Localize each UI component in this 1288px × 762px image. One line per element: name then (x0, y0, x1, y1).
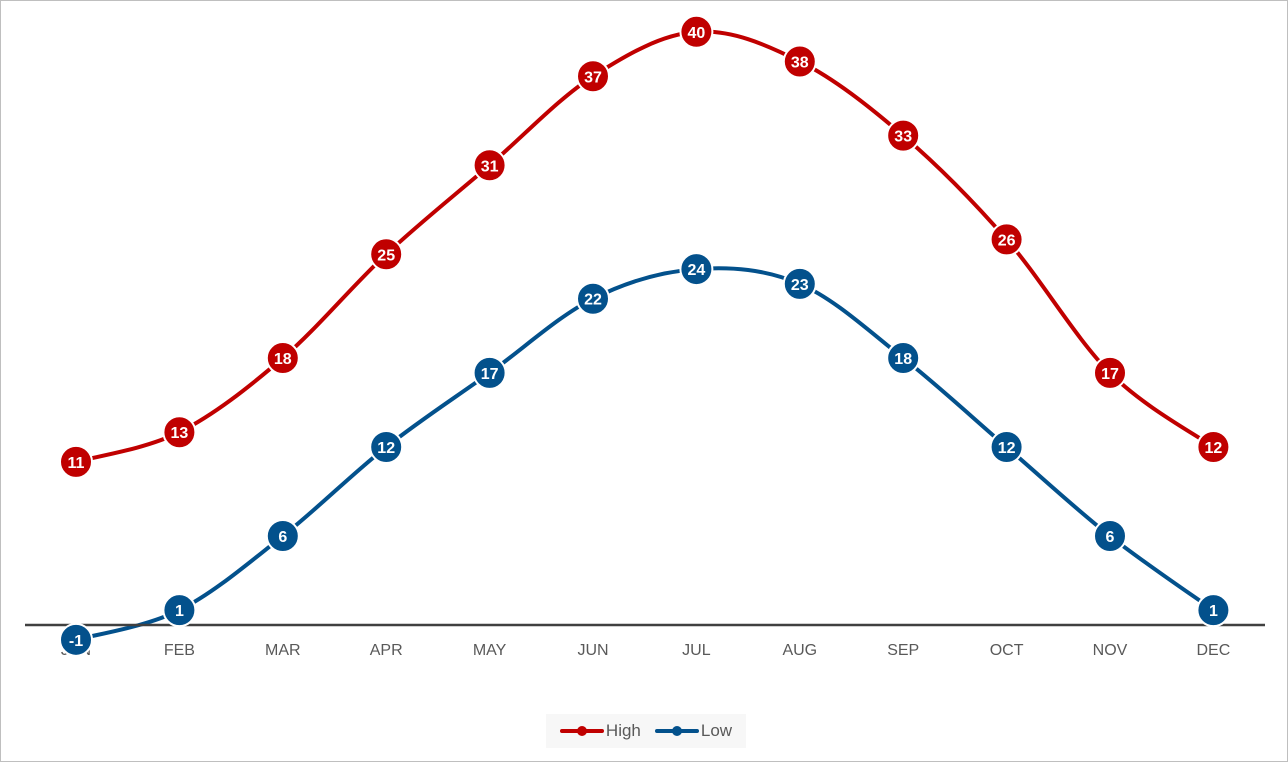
data-label-high-jun: 37 (584, 69, 602, 86)
series-layer (74, 29, 1216, 642)
data-point-low-may: 17 (472, 355, 507, 390)
marker-low-apr (369, 430, 404, 465)
marker-high-mar (265, 341, 300, 376)
data-label-low-may: 17 (481, 366, 499, 383)
marker-low-mar (265, 519, 300, 554)
data-point-low-sep: 18 (886, 341, 921, 376)
marker-low-sep (886, 341, 921, 376)
marker-high-sep (886, 118, 921, 153)
data-point-low-jun: 22 (576, 281, 610, 316)
marker-high-apr (369, 237, 404, 272)
legend: High Low (546, 714, 746, 748)
marker-high-may (472, 148, 507, 183)
marker-high-dec (1196, 430, 1231, 465)
marker-low-jun (576, 281, 610, 316)
x-tick-label-nov: NOV (1093, 642, 1128, 659)
data-point-high-apr: 25 (369, 237, 404, 272)
marker-low-jan (59, 622, 93, 657)
data-point-high-jan: 11 (59, 444, 93, 479)
data-label-low-aug: 23 (791, 277, 809, 294)
data-point-high-oct: 26 (989, 222, 1024, 257)
legend-item-low: Low (654, 721, 733, 741)
data-label-high-feb: 13 (171, 425, 189, 442)
x-tick-label-dec: DEC (1197, 642, 1231, 659)
data-point-high-sep: 33 (886, 118, 921, 153)
data-point-low-mar: 6 (265, 519, 300, 554)
data-label-high-sep: 33 (894, 129, 912, 146)
legend-swatch-low (654, 726, 699, 736)
x-tick-label-jul: JUL (682, 642, 711, 659)
data-label-low-dec: 1 (1209, 603, 1218, 620)
marker-high-jan (59, 444, 93, 479)
marker-layer: 11 13 18 25 31 37 40 38 33 26 17 12 -1 1 6 12 17 22 24 23 18… (59, 14, 1231, 657)
data-point-high-dec: 12 (1196, 430, 1231, 465)
marker-low-aug (782, 266, 817, 301)
marker-low-nov (1093, 519, 1127, 554)
marker-high-feb (162, 415, 197, 450)
x-tick-label-mar: MAR (265, 642, 301, 659)
data-point-low-feb: 1 (162, 593, 197, 628)
data-label-high-may: 31 (481, 158, 499, 175)
x-tick-label-apr: APR (370, 642, 403, 659)
data-point-low-jul: 24 (679, 252, 714, 287)
legend-label-high: High (605, 721, 641, 740)
data-label-low-jan: -1 (69, 633, 83, 650)
data-label-high-aug: 38 (791, 54, 809, 71)
data-point-high-feb: 13 (162, 415, 197, 450)
legend-swatch-high (559, 726, 604, 736)
data-point-high-may: 31 (472, 148, 507, 183)
data-point-low-nov: 6 (1093, 519, 1127, 554)
data-point-high-nov: 17 (1093, 355, 1127, 390)
data-label-high-oct: 26 (998, 232, 1016, 249)
data-point-high-aug: 38 (782, 44, 817, 79)
data-label-high-jul: 40 (688, 25, 706, 42)
marker-high-jun (576, 59, 610, 94)
data-label-low-jul: 24 (688, 262, 706, 279)
data-point-high-jun: 37 (576, 59, 610, 94)
data-label-low-sep: 18 (894, 351, 912, 368)
x-tick-label-aug: AUG (782, 642, 817, 659)
marker-high-jul (679, 14, 714, 49)
data-label-low-nov: 6 (1106, 529, 1115, 546)
legend-item-high: High (559, 721, 641, 741)
data-label-high-apr: 25 (377, 247, 395, 264)
x-tick-label-oct: OCT (990, 642, 1024, 659)
data-label-low-mar: 6 (278, 529, 287, 546)
x-tick-label-may: MAY (473, 642, 507, 659)
data-point-low-oct: 12 (989, 430, 1024, 465)
marker-low-oct (989, 430, 1024, 465)
series-line-high (74, 29, 1216, 464)
series-line-low (74, 266, 1216, 642)
marker-high-aug (782, 44, 817, 79)
marker-low-feb (162, 593, 197, 628)
data-point-high-jul: 40 (679, 14, 714, 49)
marker-high-nov (1093, 355, 1127, 390)
x-tick-label-jun: JUN (577, 642, 608, 659)
marker-low-jul (679, 252, 714, 287)
x-axis-ticks: JANFEBMARAPRMAYJUNJULAUGSEPOCTNOVDEC (61, 642, 1230, 659)
x-tick-label-feb: FEB (164, 642, 195, 659)
data-label-high-nov: 17 (1101, 366, 1119, 383)
data-point-low-jan: -1 (59, 622, 93, 657)
data-label-low-feb: 1 (175, 603, 184, 620)
marker-low-dec (1196, 593, 1231, 628)
x-tick-label-sep: SEP (887, 642, 919, 659)
data-point-low-dec: 1 (1196, 593, 1231, 628)
legend-label-low: Low (700, 721, 733, 740)
data-label-high-dec: 12 (1205, 440, 1223, 457)
data-label-low-apr: 12 (377, 440, 395, 457)
data-point-low-aug: 23 (782, 266, 817, 301)
data-point-high-mar: 18 (265, 341, 300, 376)
data-label-high-mar: 18 (274, 351, 292, 368)
data-label-high-jan: 11 (68, 455, 85, 472)
data-label-low-jun: 22 (584, 292, 602, 309)
data-label-low-oct: 12 (998, 440, 1016, 457)
marker-low-may (472, 355, 507, 390)
marker-high-oct (989, 222, 1024, 257)
data-point-low-apr: 12 (369, 430, 404, 465)
